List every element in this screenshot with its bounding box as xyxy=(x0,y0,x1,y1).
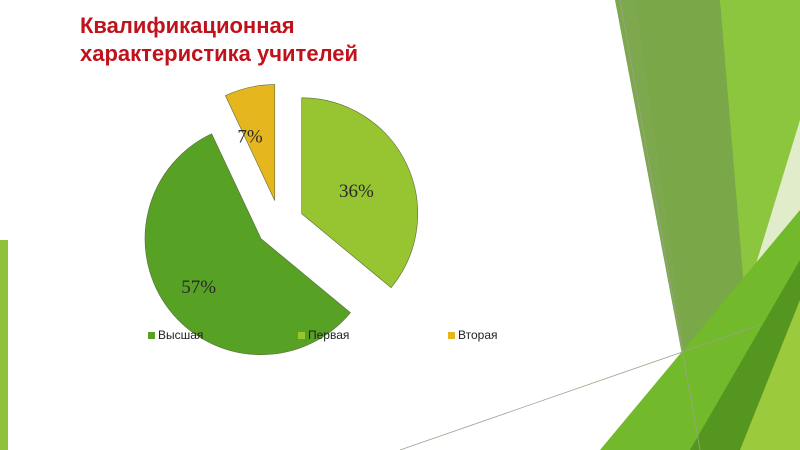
decor-bottom-lime xyxy=(740,300,800,450)
legend-label-vtoraya: Вторая xyxy=(458,328,498,342)
legend-item-vtoraya: Вторая xyxy=(448,328,498,342)
decor-left-strip xyxy=(0,240,8,450)
legend-label-pervaya: Первая xyxy=(308,328,350,342)
legend-label-vysshaya: Высшая xyxy=(158,328,204,342)
data-label-vtoraya: 7% xyxy=(237,127,263,148)
legend-item-vysshaya: Высшая xyxy=(148,328,203,342)
decor-green-triangle xyxy=(720,0,800,300)
pie-slice-vysshaya xyxy=(144,133,351,355)
legend-swatch-vtoraya xyxy=(448,331,455,339)
title-line-1: Квалификационная xyxy=(80,13,295,38)
decor-thin-line-2 xyxy=(399,324,761,450)
legend-swatch-pervaya xyxy=(298,331,305,339)
legend-swatch-vysshaya xyxy=(148,331,155,339)
pie-slice-pervaya xyxy=(301,97,419,289)
slide-title: Квалификационная характеристика учителей xyxy=(80,12,358,68)
pie-slice-vtoraya xyxy=(224,84,276,201)
title-line-2: характеристика учителей xyxy=(80,41,359,66)
chart-legend: Высшая Первая Вторая xyxy=(148,328,528,346)
data-label-pervaya: 36% xyxy=(339,181,374,202)
data-label-vysshaya: 57% xyxy=(181,277,216,298)
legend-item-pervaya: Первая xyxy=(298,328,349,342)
decor-thin-line-1 xyxy=(619,0,701,450)
